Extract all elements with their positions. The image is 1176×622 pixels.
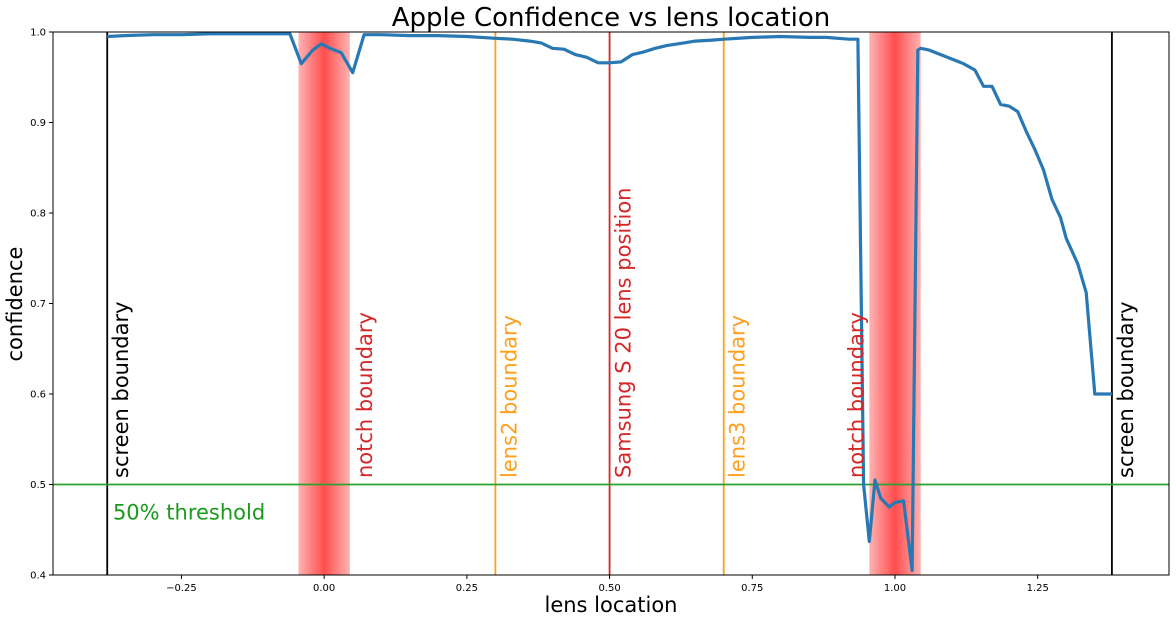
vline-label-2: lens2 boundary: [497, 315, 521, 478]
vline-label-5: notch boundary: [844, 312, 868, 478]
vline-label-6: screen boundary: [1114, 301, 1138, 478]
x-axis-title: lens location: [544, 593, 677, 617]
y-tick-label: 0.7: [30, 299, 46, 310]
y-tick-label: 0.8: [30, 209, 46, 220]
x-tick-label: 1.25: [1027, 583, 1049, 594]
x-tick-label: 0.75: [741, 583, 763, 594]
x-tick-label: 1.00: [884, 583, 906, 594]
x-tick-label: 0.00: [313, 583, 335, 594]
vline-label-4: lens3 boundary: [726, 315, 750, 478]
x-tick-label: −0.25: [166, 583, 197, 594]
y-tick-label: 0.5: [30, 480, 46, 491]
y-tick-label: 0.6: [30, 390, 46, 401]
plot-area: 50% threshold screen boundary notch bounda…: [30, 28, 1170, 594]
chart-title: Apple Confidence vs lens location: [392, 3, 831, 33]
vline-label-3: Samsung S 20 lens position: [612, 188, 636, 478]
x-tick-label: 0.25: [456, 583, 478, 594]
x-tick-label: 0.50: [598, 583, 620, 594]
threshold-label-0: 50% threshold: [113, 501, 265, 525]
y-tick-label: 0.9: [30, 118, 46, 129]
notch-region-0: [298, 32, 350, 575]
y-tick-label: 1.0: [30, 28, 46, 39]
vline-label-1: notch boundary: [353, 312, 377, 478]
vline-label-0: screen boundary: [109, 301, 133, 478]
y-axis-title: confidence: [3, 247, 27, 362]
y-tick-label: 0.4: [30, 571, 46, 582]
series-line-0: [107, 32, 1112, 573]
